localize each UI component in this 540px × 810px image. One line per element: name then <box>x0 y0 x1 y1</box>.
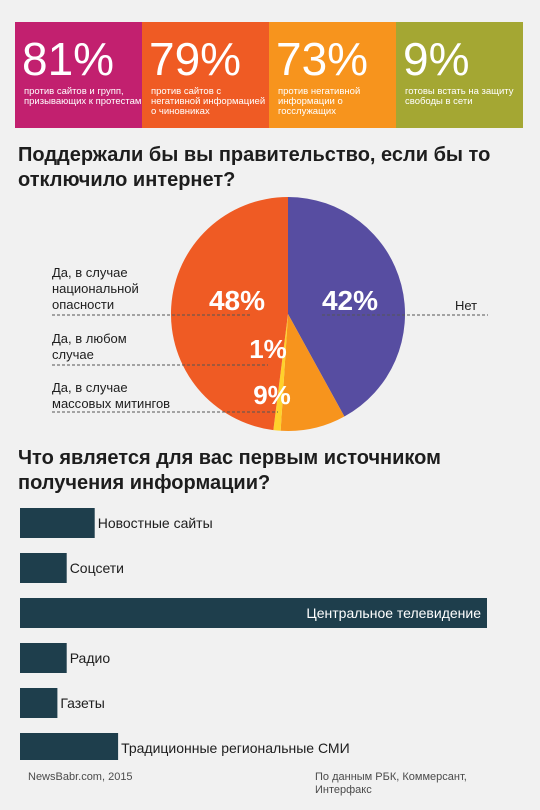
pie-slice <box>288 197 406 417</box>
footer-source-right: По данным РБК, Коммерсант, Интерфакс <box>315 771 467 796</box>
pie-value-label: 48% <box>209 285 265 316</box>
stat-percent: 81% <box>22 33 115 85</box>
pie-slice <box>280 314 345 432</box>
bar <box>20 643 67 673</box>
bar-question-title: Что является для вас первым источником п… <box>18 447 441 494</box>
pie-value-label: 9% <box>253 380 291 410</box>
stat-tile: 79% против сайтов с негативной информаци… <box>142 22 269 128</box>
stat-tile: 9% готовы встать на защиту свободы в сет… <box>396 22 523 128</box>
pie-label-no: Нет <box>455 298 478 313</box>
pie-slice <box>273 314 288 431</box>
stat-tile: 81% против сайтов и групп, призывающих к… <box>15 22 142 128</box>
stats-row: 81% против сайтов и групп, призывающих к… <box>15 22 523 128</box>
bar <box>20 598 487 628</box>
bar <box>20 553 67 583</box>
pie-label-mass-rallies: Да, в случае массовых митингов <box>52 380 171 411</box>
footer-source-left: NewsBabr.com, 2015 <box>28 771 133 783</box>
bar-chart: Новостные сайты Соцсети Центральное телеви… <box>20 508 487 760</box>
stat-description: против сайтов и групп, призывающих к про… <box>24 86 142 107</box>
stat-percent: 79% <box>149 33 242 85</box>
stat-percent: 9% <box>403 33 470 85</box>
pie-value-label: 42% <box>322 285 378 316</box>
pie-label-national-danger: Да, в случае национальной опасности <box>52 265 139 312</box>
bar <box>20 508 95 538</box>
pie-label-any-case: Да, в любом случае <box>52 331 127 362</box>
pie-chart: 42% 48% 1% 9% <box>52 197 488 432</box>
stat-description: готовы встать на защиту свободы в сети <box>405 86 514 107</box>
bar-label: Новостные сайты <box>98 515 213 531</box>
pie-slice <box>170 197 288 431</box>
pie-value-label: 1% <box>249 334 287 364</box>
bar-label: Традиционные региональные СМИ <box>121 740 350 756</box>
bar-label: Радио <box>70 650 111 666</box>
stat-description: против негативной информации о госслужащ… <box>278 86 361 117</box>
stat-percent: 73% <box>276 33 369 85</box>
bar-label: Центральное телевидение <box>306 605 481 621</box>
stat-description: против сайтов с негативной информацией о… <box>151 86 266 117</box>
pie-question-title: Поддержали бы вы правительство, если бы … <box>18 144 491 191</box>
bar-label: Соцсети <box>70 560 124 576</box>
bar <box>20 733 119 760</box>
bar <box>20 688 58 718</box>
bar-label: Газеты <box>60 695 104 711</box>
stat-tile: 73% против негативной информации о госсл… <box>269 22 396 128</box>
